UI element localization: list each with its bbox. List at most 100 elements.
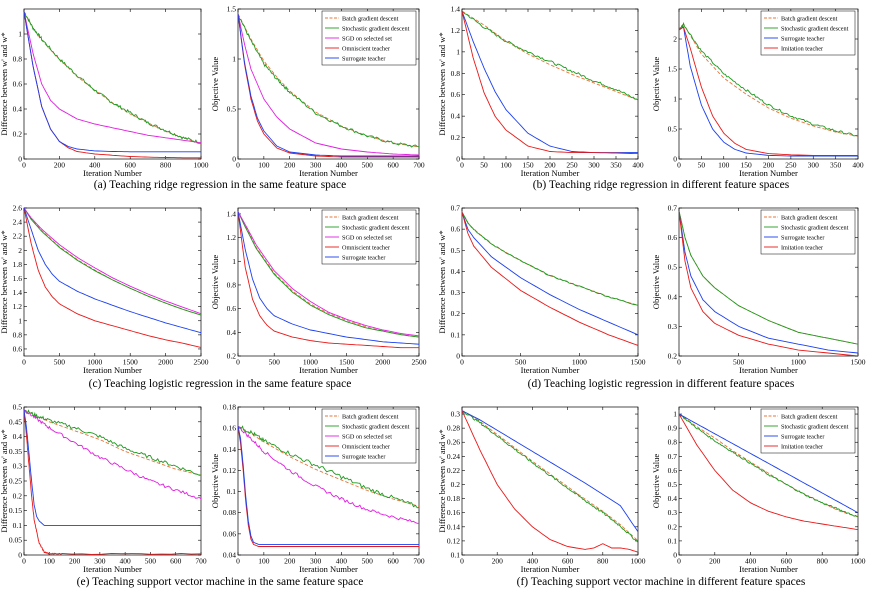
x-tick-label: 2500 [194,358,209,367]
x-tick-label: 250 [566,161,578,170]
y-tick-label: 1.5 [668,65,678,74]
series-line-surr [462,410,638,532]
x-tick-label: 600 [170,557,182,566]
x-tick-label: 500 [733,358,745,367]
y-tick-label: 0.6 [13,344,23,353]
chart-c2: 0 500 1000 1500 2000 2500 0.2 0.4 0.6 0.8 1 1.2 1.4 I… [210,207,427,375]
caption-e: (e) Teaching support vector machine in t… [76,576,364,588]
y-tick-label: 0.3 [451,410,461,419]
series-line-sgd [462,211,638,306]
y-tick-label: 0.8 [13,330,23,339]
x-tick-label: 1500 [851,358,866,367]
plot-frame [461,406,639,556]
x-tick-label: 0 [460,358,464,367]
y-tick-label: 1.2 [227,233,237,242]
legend: Batch gradient descent Stochastic gradien… [321,10,417,66]
x-tick-label: 600 [562,557,574,566]
x-tick-label: 300 [310,557,322,566]
series-line-omni [238,211,419,349]
x-tick-label: 0 [677,358,681,367]
legend-label: Stochastic gradient descent [342,224,410,231]
series-line-omni [238,13,419,158]
legend-label: Imitation teacher [781,244,823,251]
legend-label: Stochastic gradient descent [781,423,849,430]
series-line-sgdsel [238,425,419,524]
x-tick-label: 500 [269,358,281,367]
x-tick-label: 100 [500,161,512,170]
y-tick-label: 0 [673,155,677,164]
legend-label: Omniscient teacher [342,45,390,52]
y-tick-label: 0.7 [668,452,678,461]
y-tick-label: 0 [456,352,460,361]
chart-f1: 0 200 400 600 800 1000 0.1 0.12 0.14 0.16 0.18 0.2 0… [437,406,646,574]
y-tick-label: 1.4 [13,288,23,297]
y-tick-label: 0.26 [447,438,460,447]
x-tick-label: 300 [808,161,820,170]
y-tick-label: 0.4 [13,432,23,441]
y-tick-label: 0.8 [13,55,23,64]
y-axis-label: Objective Value [651,57,661,112]
x-tick-label: 200 [54,161,66,170]
x-tick-label: 0 [236,557,240,566]
series-group [679,21,858,157]
legend-label: Imitation teacher [781,443,823,450]
x-tick-label: 700 [195,557,207,566]
x-axis-label: Iteration Number [739,365,798,375]
series-line-batch [462,211,638,306]
plot-frame [461,207,639,357]
y-tick-label: 0.16 [223,424,236,433]
x-tick-label: 0 [236,161,240,170]
series-line-batch [24,409,201,476]
chart-d1: 0 500 1000 1500 0 0.1 0.2 0.3 0.4 0.5 0.6 0.7 Iterat… [437,204,646,376]
series-line-sgdsel [24,208,201,315]
x-tick-label: 1500 [631,358,646,367]
x-tick-label: 0 [22,557,26,566]
x-tick-label: 0 [677,557,681,566]
series-line-sgd [238,425,419,509]
legend-label: Batch gradient descent [342,413,399,420]
legend-label: Stochastic gradient descent [342,25,410,32]
y-tick-label: 0.9 [668,424,678,433]
legend: Batch gradient descent Stochastic gradien… [321,209,417,265]
y-tick-label: 0.14 [223,445,236,454]
series-line-sgd [462,410,638,543]
series-line-omni [24,409,201,555]
y-tick-label: 2.2 [13,232,23,241]
x-tick-label: 700 [413,557,425,566]
y-tick-label: 0 [456,155,460,164]
legend-label: Surrogate teacher [781,234,824,241]
x-tick-label: 150 [741,161,753,170]
y-tick-label: 1 [456,47,460,56]
y-tick-label: 1.4 [451,5,461,14]
series-line-sgd [24,11,201,144]
series-line-batch [679,413,858,518]
plot-frame [237,8,420,160]
series-line-imit [462,212,638,346]
legend-label: Stochastic gradient descent [342,423,410,430]
y-tick-label: 0.15 [9,506,22,515]
series-line-sgdsel [24,409,201,500]
y-tick-label: 0.6 [451,90,461,99]
y-tick-label: 0.45 [9,417,22,426]
series-group [679,210,858,356]
legend-label: SGD on selected set [342,35,392,42]
series-line-sgd [679,210,858,345]
series-line-imit [462,410,638,553]
y-tick-label: 0.2 [451,480,461,489]
y-tick-label: 0.7 [668,204,678,213]
y-tick-label: 0.5 [451,246,461,255]
y-tick-label: 0.6 [227,304,237,313]
legend-label: Surrogate teacher [342,254,385,261]
x-tick-label: 300 [588,161,600,170]
x-tick-label: 0 [22,358,26,367]
y-tick-label: 1 [232,55,236,64]
series-line-surr [679,413,858,514]
x-tick-label: 400 [336,161,348,170]
x-tick-label: 500 [362,161,374,170]
y-tick-label: 1 [18,316,22,325]
y-tick-label: 0.12 [223,466,236,475]
x-tick-label: 100 [44,557,56,566]
y-tick-label: 0.3 [668,508,678,517]
y-tick-label: 1.2 [13,302,23,311]
x-tick-label: 350 [830,161,842,170]
